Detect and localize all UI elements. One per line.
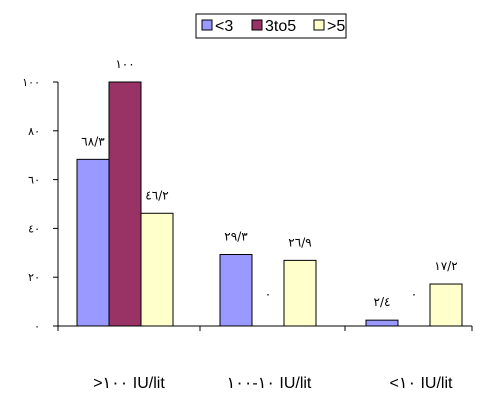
bar [365,319,399,327]
data-label: ١٠٠ [115,57,134,71]
legend-label: >5 [327,18,345,35]
x-tick-label: >١٠٠ IU/lit [93,375,165,392]
bars [76,81,463,327]
axes: ٠ ٢٠ ٤٠ ٦٠ ٨٠ ١٠٠ >١٠٠ IU/lit ١٠-١٠٠ IU/lit <١٠ … [22,76,473,392]
data-label: ٦٨/٣ [81,134,105,148]
data-label: ٤٦/٢ [145,188,168,202]
bar [219,254,253,327]
data-label: ٢٩/٣ [224,230,248,244]
legend-swatch [201,19,213,31]
y-tick-label: ١٠٠ [22,76,40,89]
bar [140,212,174,327]
data-label: ٢/٤ [374,295,391,309]
y-tick-label: ٤٠ [28,222,40,235]
y-tick-label: ٨٠ [28,125,40,138]
bar [429,283,463,327]
data-label: ٠ [265,287,271,301]
data-label: ١٧/٢ [434,259,457,273]
y-tick-label: ٢٠ [28,271,40,284]
bar [283,259,317,327]
legend-label: 3to5 [265,18,296,35]
data-label: ٠ [411,287,417,301]
data-labels: ٦٨/٣ ١٠٠ ٤٦/٢ ٢٩/٣ ٠ ٢٦/٩ ٢/٤ ٠ ١٧/٢ [81,57,457,309]
y-tick-label: ٠ [34,320,40,333]
legend-label: <3 [215,18,233,35]
x-tick-label: <١٠ IU/lit [390,375,454,392]
bar [108,81,142,327]
x-tick-label: ١٠-١٠٠ IU/lit [227,375,312,392]
legend-swatch [313,19,325,31]
bar [76,158,110,327]
data-label: ٢٦/٩ [288,235,311,249]
legend-swatch [251,19,263,31]
y-tick-label: ٦٠ [28,174,40,187]
legend: <3 3to5 >5 [195,13,347,39]
